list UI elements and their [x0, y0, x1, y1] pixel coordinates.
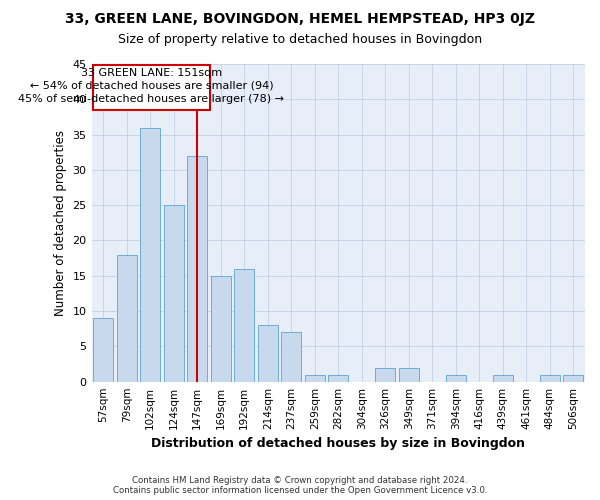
Text: Contains HM Land Registry data © Crown copyright and database right 2024.
Contai: Contains HM Land Registry data © Crown c… — [113, 476, 487, 495]
FancyBboxPatch shape — [93, 66, 210, 110]
Bar — [281, 332, 301, 382]
Bar — [93, 318, 113, 382]
Bar — [234, 268, 254, 382]
X-axis label: Distribution of detached houses by size in Bovingdon: Distribution of detached houses by size … — [151, 437, 525, 450]
Bar — [305, 374, 325, 382]
Bar — [540, 374, 560, 382]
Bar — [375, 368, 395, 382]
Bar — [258, 325, 278, 382]
Text: Size of property relative to detached houses in Bovingdon: Size of property relative to detached ho… — [118, 32, 482, 46]
Bar — [563, 374, 583, 382]
Bar — [117, 254, 137, 382]
Text: ← 54% of detached houses are smaller (94): ← 54% of detached houses are smaller (94… — [29, 81, 273, 91]
Bar — [493, 374, 513, 382]
Bar — [164, 205, 184, 382]
Y-axis label: Number of detached properties: Number of detached properties — [54, 130, 67, 316]
Bar — [399, 368, 419, 382]
Text: 45% of semi-detached houses are larger (78) →: 45% of semi-detached houses are larger (… — [19, 94, 284, 104]
Bar — [211, 276, 231, 382]
Text: 33, GREEN LANE, BOVINGDON, HEMEL HEMPSTEAD, HP3 0JZ: 33, GREEN LANE, BOVINGDON, HEMEL HEMPSTE… — [65, 12, 535, 26]
Bar — [328, 374, 348, 382]
Bar — [187, 156, 207, 382]
Bar — [140, 128, 160, 382]
Bar — [446, 374, 466, 382]
Text: 33 GREEN LANE: 151sqm: 33 GREEN LANE: 151sqm — [81, 68, 222, 78]
